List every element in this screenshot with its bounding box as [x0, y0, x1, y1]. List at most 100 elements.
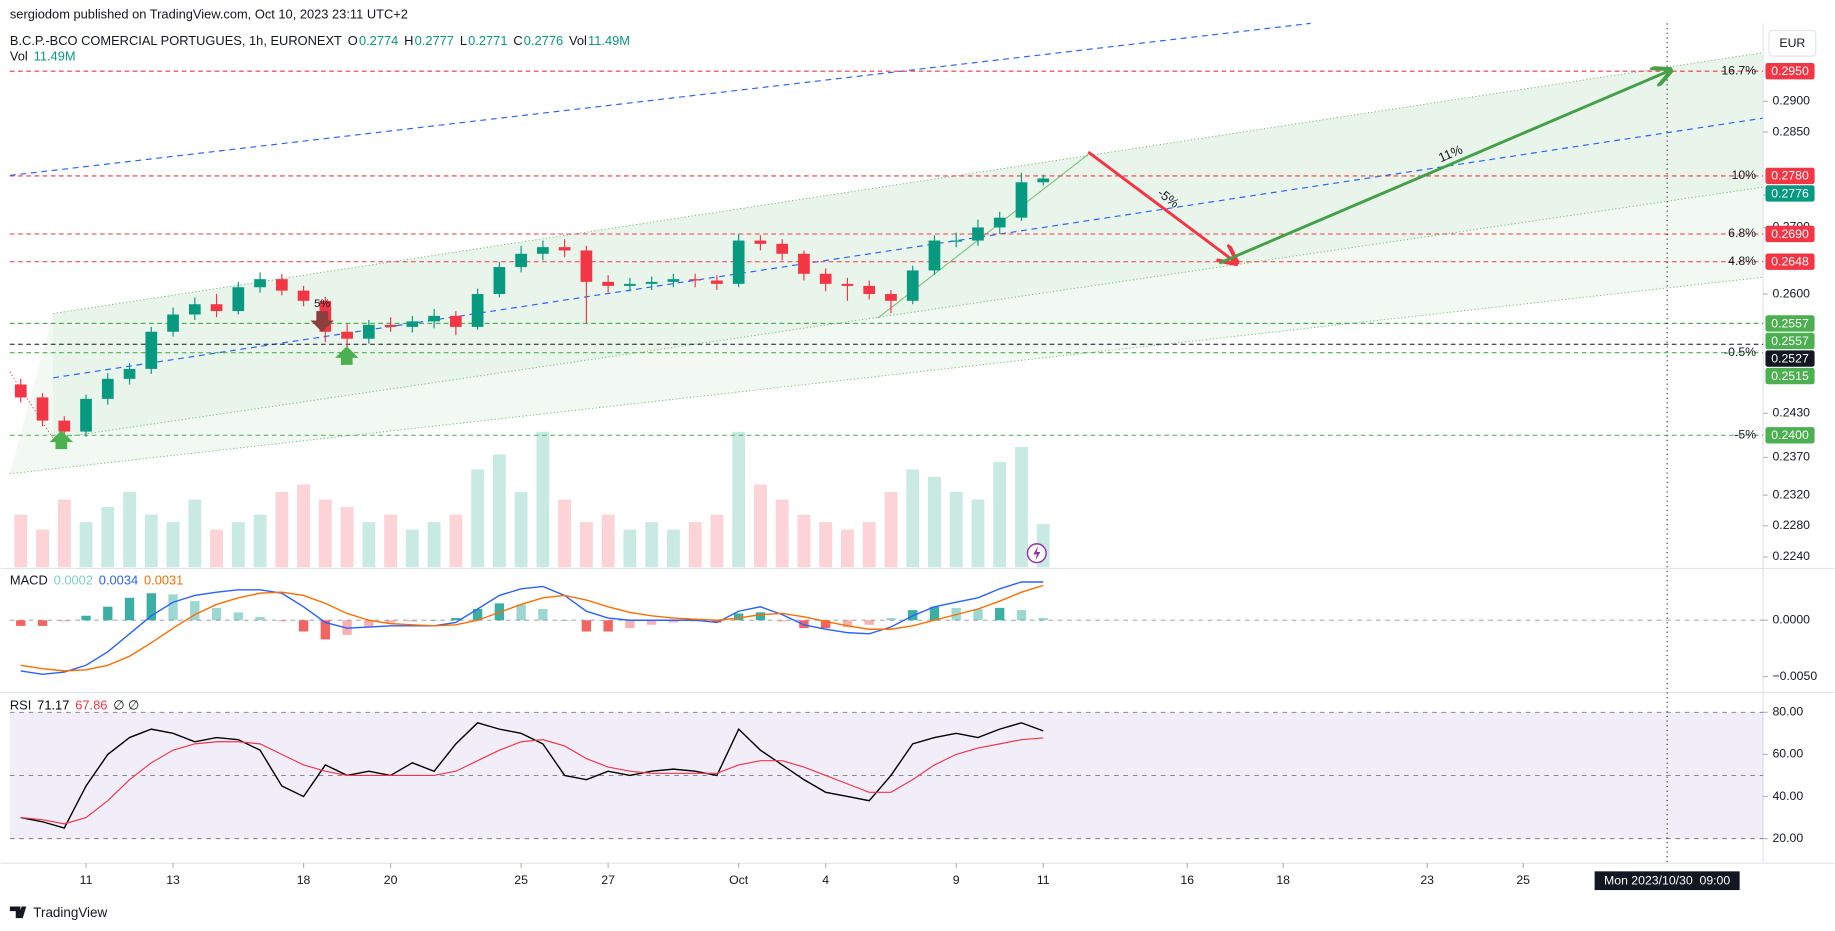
volume-bar	[710, 514, 724, 568]
volume-bar	[449, 514, 463, 568]
volume-bar	[623, 529, 637, 568]
price-badge-label: 0.2648	[1771, 255, 1809, 269]
candle-body	[210, 304, 223, 312]
macd-histogram-bar	[755, 612, 766, 621]
price-badge	[1765, 332, 1815, 350]
macd-histogram-bar	[255, 616, 265, 621]
channel-fill	[9, 52, 1764, 474]
x-tick-label: 27	[601, 873, 615, 887]
volume-bar	[144, 514, 158, 568]
candle-body	[297, 290, 310, 301]
y-tick-label: 0.0000	[1772, 613, 1810, 627]
channel-upper	[53, 52, 1764, 314]
candle-body	[819, 273, 832, 284]
volume-bar	[340, 507, 354, 568]
macd-histogram-bar	[451, 618, 461, 621]
volume-bar	[949, 492, 963, 568]
volume-bar	[471, 469, 485, 568]
volume-bar	[492, 454, 506, 568]
price-badge-label: 0.2557	[1771, 334, 1809, 348]
indicator-value: 0.0002	[54, 573, 93, 588]
candle-body	[950, 240, 963, 242]
level-percent: 10%	[1732, 168, 1757, 182]
x-tick-label: 16	[1180, 873, 1194, 887]
event-icon-bolt	[1033, 546, 1041, 561]
legend-value: 0.2771	[468, 33, 507, 48]
candle-body	[254, 279, 266, 288]
currency: EUR	[1779, 36, 1805, 50]
macd-histogram-bar	[429, 620, 439, 621]
candle-body	[928, 240, 941, 271]
candle-body	[123, 368, 136, 379]
macd-histogram-bar	[668, 620, 679, 623]
buy-marker	[335, 346, 359, 365]
x-tick-label: 18	[1276, 873, 1290, 887]
x-tick-label: 25	[514, 873, 528, 887]
x-tick-label: 18	[297, 873, 311, 887]
y-tick-label: 0.2280	[1772, 518, 1810, 532]
x-tick-label: 9	[953, 873, 960, 887]
volume-bar	[36, 529, 49, 568]
volume-bar	[318, 499, 332, 568]
volume-bar	[166, 522, 180, 568]
volume-bar	[275, 492, 289, 568]
volume-title: Vol	[10, 49, 28, 64]
volume-bar	[14, 514, 28, 568]
volume-bar	[601, 514, 615, 568]
price-badge	[1765, 62, 1815, 80]
candle-body	[558, 247, 571, 251]
price-badge-label: 0.2950	[1771, 64, 1809, 78]
candle-body	[754, 240, 767, 244]
logo-mark	[9, 906, 27, 919]
macd-histogram-bar	[364, 620, 374, 628]
y-tick-label: 0.2370	[1772, 450, 1810, 464]
macd-histogram-bar	[385, 620, 396, 623]
indicator-title: RSI	[10, 698, 31, 713]
volume-bar	[253, 514, 267, 568]
indicator-title: MACD	[10, 573, 48, 588]
drawings-under	[9, 22, 1764, 475]
legend-key: L	[460, 33, 467, 48]
macd-histogram-bar	[603, 620, 613, 632]
crosshair-label: Mon 2023/10/30 09:00	[1604, 874, 1730, 888]
pane-legend: MACD 0.0002 0.0034 0.0031	[10, 573, 183, 588]
candle-body	[972, 227, 984, 241]
macd-histogram-bar	[821, 620, 831, 629]
legend-value: 11.49M	[588, 33, 630, 48]
macd-histogram-bar	[625, 620, 635, 629]
candle-body	[384, 324, 397, 327]
x-tick-label: Oct	[729, 873, 749, 887]
currency-box[interactable]	[1768, 29, 1817, 57]
candle-body	[275, 279, 288, 291]
macd-line	[20, 581, 1044, 675]
volume-bar	[688, 522, 702, 568]
volume-bar	[514, 492, 528, 568]
x-tick-label: 4	[822, 873, 829, 887]
volume-bar	[971, 499, 985, 568]
level-percent: 6.8%	[1728, 226, 1756, 240]
candle-body	[515, 253, 527, 268]
candle-body	[732, 240, 745, 284]
legend-value: 0.2777	[415, 33, 454, 48]
logo-text: TradingView	[33, 905, 107, 920]
pane-frame	[0, 23, 1835, 864]
indicator-value: 0.0034	[99, 573, 138, 588]
volume-bar	[841, 529, 854, 568]
x-tick-label: 13	[166, 873, 180, 887]
data-marks: 0.29000.28500.27500.27000.26000.24300.23…	[9, 23, 1817, 891]
x-tick-label: 20	[384, 873, 398, 887]
macd-histogram-bar	[995, 607, 1005, 621]
y-tick-label: 0.2850	[1772, 124, 1810, 138]
candle-body	[58, 420, 71, 432]
x-tick-label: 11	[80, 873, 93, 887]
price-badge	[1765, 185, 1815, 202]
candle-body	[776, 243, 789, 254]
volume-bar	[79, 522, 93, 568]
buy-marker	[49, 430, 74, 450]
candle-body	[537, 247, 549, 254]
candle-body	[580, 250, 593, 282]
volume-bar	[753, 484, 767, 568]
y-tick-label: 0.2240	[1772, 549, 1810, 563]
price-badge	[1765, 225, 1815, 243]
